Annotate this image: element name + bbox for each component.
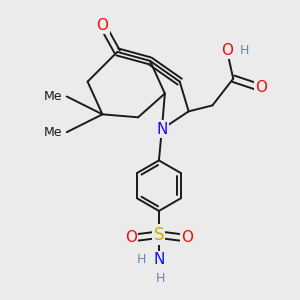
Text: H: H [156,272,165,286]
Text: H: H [240,44,249,57]
Text: O: O [96,18,108,33]
Text: O: O [221,43,233,58]
Text: N: N [156,122,168,137]
Text: H: H [137,254,146,266]
Text: O: O [256,80,268,95]
Text: Me: Me [44,126,62,139]
Text: N: N [153,253,165,268]
Text: Me: Me [44,90,62,103]
Text: O: O [125,230,137,245]
Text: S: S [154,226,164,244]
Text: O: O [181,230,193,245]
